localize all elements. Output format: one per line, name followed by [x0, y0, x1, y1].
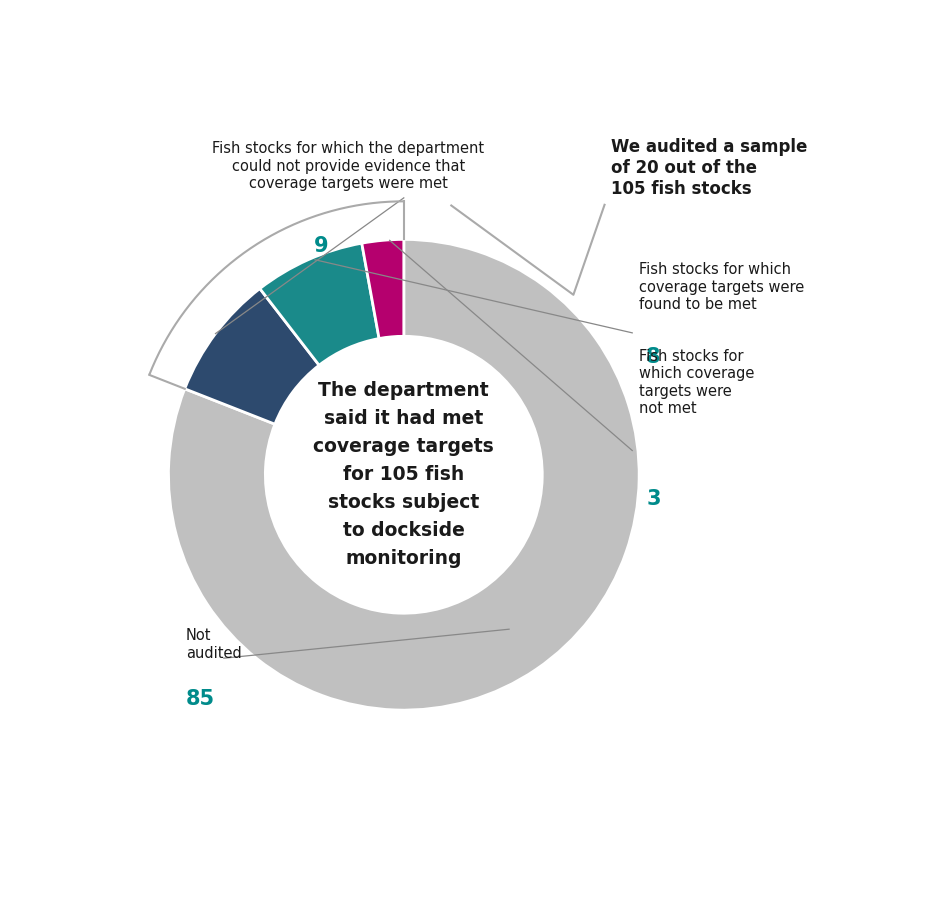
Text: Fish stocks for which
coverage targets were
found to be met: Fish stocks for which coverage targets w…: [639, 263, 805, 312]
Wedge shape: [260, 244, 379, 365]
Wedge shape: [184, 289, 319, 424]
Text: The department
said it had met
coverage targets
for 105 fish
stocks subject
to d: The department said it had met coverage …: [314, 381, 494, 568]
Text: 8: 8: [646, 347, 660, 367]
Text: 3: 3: [646, 489, 660, 509]
Wedge shape: [168, 239, 639, 710]
Text: Fish stocks for
which coverage
targets were
not met: Fish stocks for which coverage targets w…: [639, 349, 754, 416]
Text: 9: 9: [314, 236, 328, 256]
Text: We audited a sample
of 20 out of the
105 fish stocks: We audited a sample of 20 out of the 105…: [612, 138, 808, 198]
Text: 85: 85: [186, 690, 215, 709]
Text: Fish stocks for which the department
could not provide evidence that
coverage ta: Fish stocks for which the department cou…: [213, 141, 485, 191]
Text: Not
audited: Not audited: [186, 628, 241, 661]
Wedge shape: [362, 239, 404, 339]
